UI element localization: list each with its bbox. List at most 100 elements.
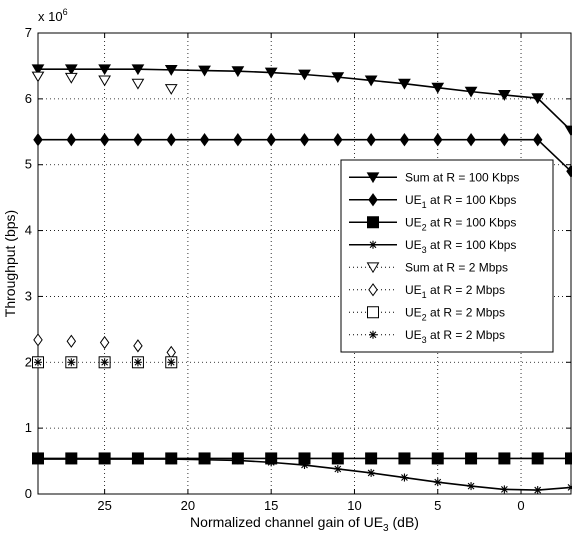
data-point — [133, 339, 143, 353]
data-point — [31, 64, 45, 76]
legend-label: UE2 at R = 2 Mbps — [405, 305, 505, 322]
legend-label: UE3 at R = 2 Mbps — [405, 328, 505, 345]
series-2 — [33, 133, 572, 178]
y-tick-label: 4 — [25, 223, 32, 238]
data-point — [465, 452, 478, 465]
legend-label: Sum at R = 2 Mbps — [405, 260, 508, 274]
legend-marker — [367, 216, 379, 229]
data-point — [133, 455, 142, 464]
data-point — [267, 458, 276, 467]
legend-label: UE3 at R = 100 Kbps — [405, 238, 516, 255]
data-point — [66, 334, 77, 348]
data-point — [233, 456, 242, 465]
legend-box — [340, 159, 554, 353]
data-point — [498, 90, 511, 101]
data-point — [298, 69, 311, 81]
series-8 — [34, 358, 176, 367]
legend-marker — [369, 330, 377, 339]
data-point — [100, 455, 109, 464]
data-point — [131, 64, 145, 76]
legend-marker — [368, 193, 378, 207]
data-point — [200, 455, 209, 464]
data-point — [367, 468, 376, 477]
data-point — [99, 133, 110, 147]
data-point — [131, 78, 145, 90]
legend-entry: UE3 at R = 100 Kbps — [349, 238, 516, 255]
data-point — [565, 452, 572, 465]
data-point — [164, 84, 178, 95]
data-point — [266, 133, 276, 147]
legend-marker — [368, 283, 378, 297]
data-point — [531, 93, 545, 105]
data-point — [300, 461, 309, 470]
data-point — [400, 473, 409, 482]
x-tick-label: 20 — [181, 498, 195, 513]
legend-entry: UE3 at R = 2 Mbps — [349, 328, 505, 345]
y-axis-title: Throughput (bps) — [2, 210, 18, 317]
data-point — [567, 483, 572, 492]
y-tick-label: 7 — [25, 25, 32, 40]
x-tick-label: 0 — [517, 498, 524, 513]
data-point — [331, 72, 345, 84]
data-point — [167, 455, 176, 464]
y-tick-label: 5 — [25, 157, 32, 172]
legend-marker — [366, 262, 380, 274]
legend: Sum at R = 100 Kbps UE1 at R = 100 Kbps UE… — [340, 159, 554, 353]
data-point — [33, 133, 43, 147]
data-point — [166, 133, 176, 147]
y-tick-label: 1 — [25, 420, 32, 435]
data-point — [464, 86, 478, 98]
data-point — [199, 133, 210, 147]
x-tick-label: 15 — [264, 498, 278, 513]
legend-label: UE1 at R = 2 Mbps — [405, 283, 505, 300]
data-point — [66, 133, 77, 147]
legend-marker — [366, 172, 380, 184]
x-tick-label: 10 — [347, 498, 361, 513]
data-point — [198, 65, 211, 77]
series-4 — [34, 455, 572, 495]
data-point — [67, 358, 76, 367]
data-point — [431, 452, 444, 465]
data-point — [331, 452, 344, 465]
y-tick-label: 2 — [25, 354, 32, 369]
data-point — [399, 133, 410, 147]
x-tick-label: 25 — [97, 498, 111, 513]
data-point — [233, 133, 243, 147]
y-tick-label: 3 — [25, 288, 32, 303]
data-point — [33, 333, 43, 347]
data-point — [100, 358, 109, 367]
legend-entry: UE1 at R = 2 Mbps — [349, 283, 505, 300]
legend-marker — [369, 240, 377, 249]
plot-area — [37, 32, 572, 495]
legend-label: UE2 at R = 100 Kbps — [405, 215, 516, 232]
legend-marker — [367, 306, 379, 319]
data-point — [99, 335, 110, 350]
data-point — [133, 358, 142, 367]
data-point — [398, 452, 411, 465]
data-point — [366, 133, 376, 147]
x-axis-title: Normalized channel gain of UE3 (dB) — [190, 514, 419, 534]
data-point — [467, 482, 476, 491]
legend-label: UE1 at R = 100 Kbps — [405, 193, 516, 210]
data-point — [566, 164, 572, 178]
data-point — [433, 133, 443, 147]
series-6 — [33, 333, 176, 360]
data-point — [34, 358, 42, 367]
data-point — [34, 455, 42, 464]
data-point — [31, 71, 45, 83]
data-point — [499, 133, 510, 147]
data-point — [299, 133, 310, 147]
data-point — [64, 64, 78, 76]
legend-entry: UE2 at R = 2 Mbps — [349, 305, 505, 322]
data-point — [433, 478, 442, 487]
data-point — [398, 78, 411, 90]
data-point — [500, 485, 509, 494]
data-point — [98, 75, 111, 87]
y-tick-label: 0 — [25, 486, 32, 501]
axis-ticks: 25 20 15 10 5 0 0 1 2 3 4 5 6 7 — [25, 25, 571, 513]
legend-entry: Sum at R = 2 Mbps — [349, 260, 508, 274]
data-point — [365, 452, 378, 465]
y-tick-label: 6 — [25, 91, 32, 106]
data-point — [133, 133, 143, 147]
data-point — [532, 133, 543, 147]
